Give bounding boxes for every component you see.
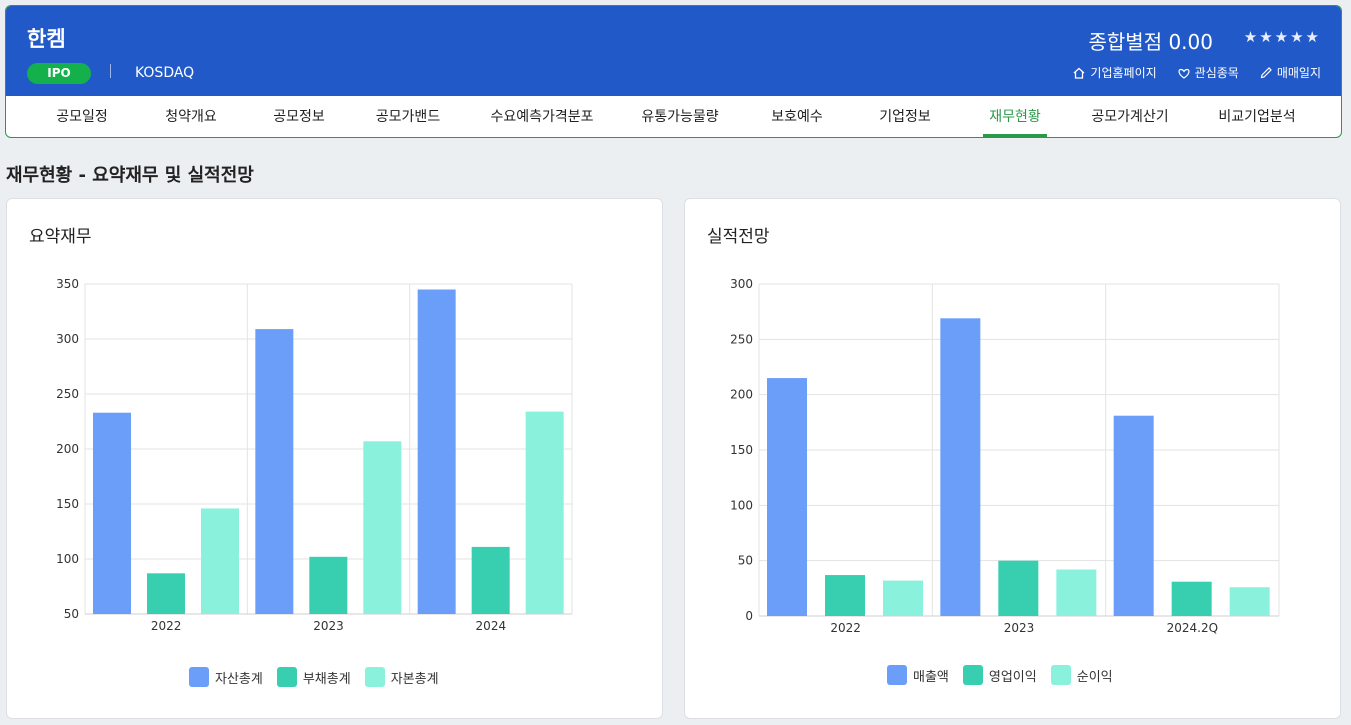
legend-swatch — [1050, 665, 1071, 685]
earnings-outlook-panel: 실적전망 0 50 100 150 200 250 300 2022 2023 2024.2Q 매… — [684, 198, 1341, 719]
legend-item-revenue[interactable]: 매출액 — [887, 665, 949, 685]
homepage-link-label: 기업홈페이지 — [1090, 66, 1157, 80]
y-tick-label: 200 — [56, 442, 79, 456]
y-tick-label: 250 — [56, 387, 79, 401]
trading-journal-link-label: 매매일지 — [1276, 66, 1321, 80]
tab-tradable-volume[interactable]: 유통가능물량 — [641, 109, 719, 125]
bar-자본총계-2023[interactable] — [363, 441, 402, 614]
tab-price-band[interactable]: 공모가밴드 — [375, 109, 441, 125]
y-tick-label: 350 — [56, 277, 79, 291]
tab-financials[interactable]: 재무현황 — [983, 96, 1047, 137]
legend-swatch — [364, 667, 385, 687]
watchlist-link-label: 관심종목 — [1194, 66, 1239, 80]
tab-offering-schedule[interactable]: 공모일정 — [56, 109, 108, 125]
legend-swatch — [962, 665, 983, 685]
bar-순이익-2024.2Q[interactable] — [1229, 587, 1270, 616]
x-tick-label: 2024 — [476, 619, 507, 633]
summary-financials-title: 요약재무 — [29, 227, 92, 247]
market-label: KOSDAQ — [135, 65, 195, 81]
y-tick-label: 250 — [730, 332, 753, 346]
overall-rating: 종합별점 0.00 — [1088, 30, 1214, 54]
tab-bar: 공모일정 청약개요 공모정보 공모가밴드 수요예측가격분포 유통가능물량 보호예… — [6, 96, 1341, 137]
tab-lockup[interactable]: 보호예수 — [771, 109, 823, 125]
legend-item-liabilities[interactable]: 부채총계 — [276, 667, 351, 687]
y-tick-label: 100 — [730, 498, 753, 512]
rating-stars[interactable]: ★★★★★ — [1243, 28, 1321, 46]
bar-자본총계-2024[interactable] — [525, 411, 564, 614]
homepage-link[interactable]: 기업홈페이지 — [1072, 64, 1157, 81]
watchlist-link[interactable]: 관심종목 — [1177, 64, 1239, 81]
bar-매출액-2022[interactable] — [767, 378, 807, 616]
x-tick-label: 2023 — [313, 619, 344, 633]
earnings-outlook-title: 실적전망 — [707, 227, 770, 247]
y-tick-label: 150 — [56, 497, 79, 511]
bar-순이익-2023[interactable] — [1056, 569, 1097, 616]
company-name: 한켐 — [27, 27, 66, 51]
bar-부채총계-2023[interactable] — [309, 556, 348, 614]
pencil-icon — [1260, 66, 1272, 78]
bar-자본총계-2022[interactable] — [201, 508, 239, 614]
bar-매출액-2023[interactable] — [940, 318, 981, 616]
home-icon — [1073, 67, 1085, 79]
tab-offering-info[interactable]: 공모정보 — [273, 109, 325, 125]
legend-label: 순이익 — [1076, 669, 1113, 685]
legend-swatch — [189, 667, 209, 687]
bar-순이익-2022[interactable] — [883, 580, 923, 616]
y-tick-label: 100 — [56, 552, 79, 566]
y-tick-label: 50 — [64, 607, 79, 621]
bar-영업이익-2022[interactable] — [825, 575, 865, 616]
legend-label: 매출액 — [913, 669, 949, 685]
bar-자산총계-2022[interactable] — [93, 412, 131, 614]
heart-icon — [1178, 68, 1190, 79]
bar-매출액-2024.2Q[interactable] — [1113, 415, 1154, 616]
ipo-header: 한켐 IPO KOSDAQ 종합별점 0.00 ★★★★★ 기업홈페이지 관심종… — [5, 5, 1342, 138]
y-tick-label: 200 — [730, 388, 753, 402]
legend-swatch — [887, 665, 907, 685]
bar-자산총계-2024[interactable] — [417, 289, 456, 615]
y-tick-label: 300 — [730, 277, 753, 291]
outlook-legend: 매출액 영업이익 순이익 — [887, 665, 1113, 685]
legend-label: 부채총계 — [302, 671, 351, 687]
x-tick-label: 2022 — [151, 619, 182, 633]
legend-item-equity[interactable]: 자본총계 — [364, 667, 439, 687]
tab-peer-analysis[interactable]: 비교기업분석 — [1218, 109, 1296, 125]
bar-영업이익-2023[interactable] — [998, 560, 1039, 616]
y-tick-label: 0 — [745, 609, 753, 623]
x-tick-label: 2022 — [830, 621, 861, 635]
legend-item-net-profit[interactable]: 순이익 — [1050, 665, 1113, 685]
x-tick-label: 2023 — [1004, 621, 1035, 635]
divider — [110, 64, 111, 78]
y-tick-label: 150 — [730, 443, 753, 457]
bar-영업이익-2024.2Q[interactable] — [1171, 581, 1212, 616]
tab-price-calculator[interactable]: 공모가계산기 — [1091, 109, 1169, 125]
legend-label: 자본총계 — [390, 671, 439, 687]
bar-부채총계-2024[interactable] — [471, 546, 510, 614]
legend-swatch — [276, 667, 297, 687]
y-tick-label: 300 — [56, 332, 79, 346]
legend-label: 영업이익 — [988, 669, 1037, 685]
tab-demand-forecast[interactable]: 수요예측가격분포 — [490, 109, 594, 125]
bar-부채총계-2022[interactable] — [147, 573, 185, 614]
header-top-bar: 한켐 IPO KOSDAQ 종합별점 0.00 ★★★★★ 기업홈페이지 관심종… — [6, 6, 1341, 96]
summary-financials-panel: 요약재무 50 100 150 200 250 300 350 2022 2023 2024 자산… — [6, 198, 663, 719]
summary-financials-chart: 50 100 150 200 250 300 350 2022 2023 2024 — [56, 277, 573, 633]
earnings-outlook-chart: 0 50 100 150 200 250 300 2022 2023 2024.2Q — [730, 277, 1280, 635]
tab-subscription-overview[interactable]: 청약개요 — [165, 109, 217, 125]
y-tick-label: 50 — [738, 554, 753, 568]
x-tick-label: 2024.2Q — [1167, 621, 1218, 635]
trading-journal-link[interactable]: 매매일지 — [1259, 64, 1321, 81]
legend-item-assets[interactable]: 자산총계 — [189, 667, 263, 687]
tab-company-info[interactable]: 기업정보 — [879, 109, 931, 125]
bar-자산총계-2023[interactable] — [255, 329, 294, 614]
legend-item-operating-profit[interactable]: 영업이익 — [962, 665, 1037, 685]
header-links: 기업홈페이지 관심종목 매매일지 — [1072, 64, 1321, 81]
ipo-badge: IPO — [27, 63, 91, 84]
summary-legend: 자산총계 부채총계 자본총계 — [189, 667, 439, 687]
legend-label: 자산총계 — [215, 671, 263, 687]
section-title: 재무현황 - 요약재무 및 실적전망 — [6, 165, 254, 186]
